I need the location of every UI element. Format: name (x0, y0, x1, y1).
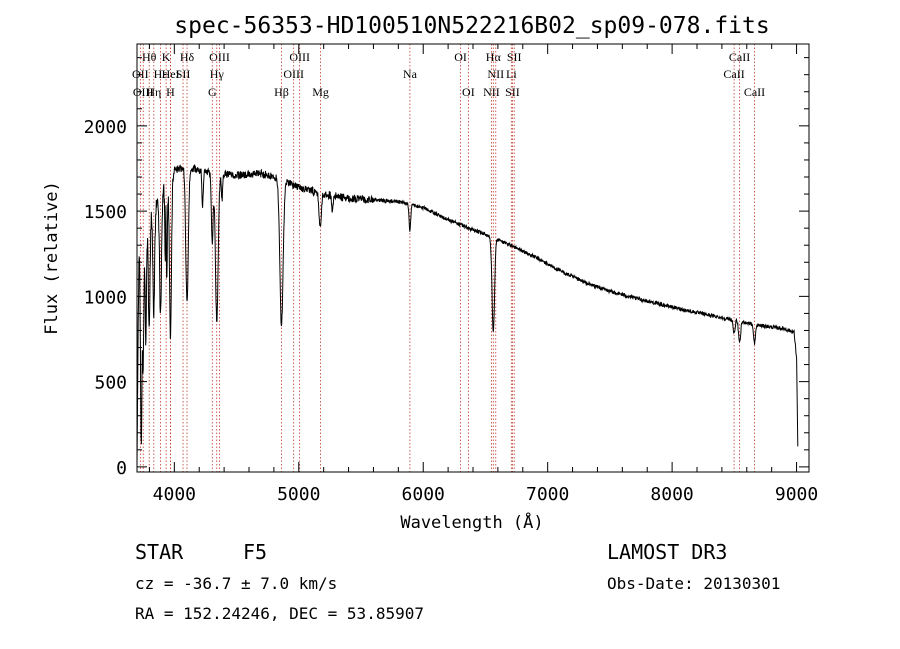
line-marker-label: Mg (312, 85, 329, 99)
line-marker-label: OIII (209, 50, 230, 64)
line-marker-label: H (166, 85, 175, 99)
y-tick-label: 500 (94, 373, 127, 394)
x-tick-label: 9000 (775, 484, 818, 505)
chart-title: spec-56353-HD100510N522216B02_sp09-078.f… (174, 13, 769, 39)
line-marker-label: NII (487, 67, 504, 81)
line-marker-label: OIII (283, 67, 304, 81)
observation-date: Obs-Date: 20130301 (607, 574, 780, 593)
line-marker-label: CaII (723, 67, 744, 81)
spectrum-layer (136, 164, 799, 467)
line-marker-label: Hη (146, 85, 161, 99)
line-marker-label: NII (483, 85, 500, 99)
coordinates-readout: RA = 152.24246, DEC = 53.85907 (135, 604, 424, 623)
line-marker-label: OII (132, 67, 149, 81)
line-marker-label: CaII (744, 85, 765, 99)
x-tick-label: 5000 (277, 484, 320, 505)
line-marker-label: Hα (486, 50, 502, 64)
line-marker-label: OIII (289, 50, 310, 64)
y-tick-label: 0 (116, 458, 127, 479)
spectrum-line (136, 164, 799, 467)
x-tick-label: 4000 (153, 484, 196, 505)
line-marker-label: Na (403, 67, 418, 81)
line-marker-label: OI (454, 50, 467, 64)
line-marker-label: Li (506, 67, 517, 81)
spectral-subclass: F5 (243, 540, 267, 564)
line-marker-label: SII (507, 50, 522, 64)
x-tick-label: 8000 (650, 484, 693, 505)
x-tick-label: 6000 (402, 484, 445, 505)
line-marker-label: SII (505, 85, 520, 99)
x-axis-label: Wavelength (Å) (400, 511, 543, 533)
y-tick-label: 2000 (84, 117, 127, 138)
redshift-readout: cz = -36.7 ± 7.0 km/s (135, 574, 337, 593)
line-marker-label: SII (176, 67, 191, 81)
line-marker-label: K (162, 50, 171, 64)
y-axis-label: Flux (relative) (42, 181, 62, 335)
line-marker-label: CaII (729, 50, 750, 64)
line-marker-label: Hε (154, 67, 168, 81)
line-marker-label: G (208, 85, 217, 99)
x-tick-label: 7000 (526, 484, 569, 505)
axis-ticks: 4000 5000 6000 7000 8000 9000 0 500 1000 1500 2000 (84, 44, 818, 505)
line-marker-label: HeI (162, 67, 180, 81)
object-class: STAR (135, 540, 184, 564)
line-marker-label: Hθ (142, 50, 157, 64)
survey-name: LAMOST DR3 (607, 540, 727, 564)
y-tick-label: 1500 (84, 202, 127, 223)
line-marker-label: Hγ (210, 67, 225, 81)
plot-frame (136, 43, 810, 473)
line-marker-label: Hβ (274, 85, 289, 99)
line-marker-label: OIII (133, 85, 154, 99)
line-marker-label: Hδ (180, 50, 195, 64)
y-tick-label: 1000 (84, 287, 127, 308)
line-marker-label: OI (462, 85, 475, 99)
